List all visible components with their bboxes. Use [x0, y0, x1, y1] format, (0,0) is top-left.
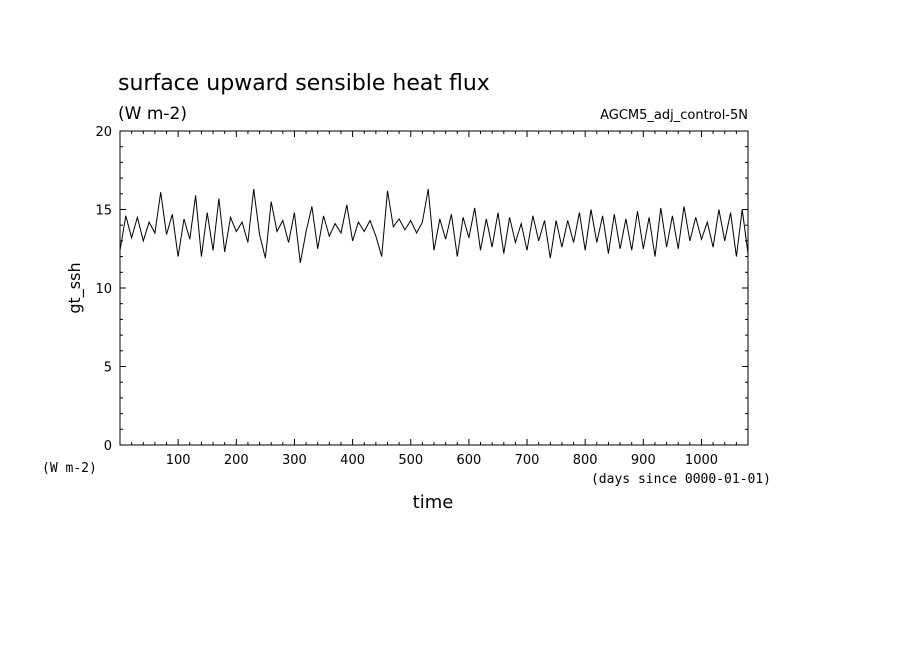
x-tick-label: 200 — [224, 453, 249, 468]
y-tick-label: 15 — [95, 204, 112, 219]
y-tick-label: 5 — [104, 361, 112, 376]
y-tick-label: 0 — [104, 439, 112, 454]
x-tick-label: 800 — [573, 453, 598, 468]
x-tick-label: 500 — [398, 453, 423, 468]
y-axis-unit-note: (W m-2) — [42, 461, 97, 476]
x-tick-label: 700 — [515, 453, 540, 468]
y-tick-label: 10 — [95, 282, 112, 297]
dataset-label: AGCM5_adj_control-5N — [600, 108, 748, 123]
x-tick-label: 400 — [340, 453, 365, 468]
plot-frame — [119, 130, 749, 446]
x-axis-label: time — [413, 492, 454, 513]
x-tick-label: 600 — [456, 453, 481, 468]
y-axis-tick-labels: 0 5 10 15 20 — [95, 125, 112, 454]
x-tick-label: 100 — [166, 453, 191, 468]
y-tick-label: 20 — [95, 125, 112, 140]
chart-units-label: (W m-2) — [118, 104, 187, 124]
x-axis-unit-note: (days since 0000-01-01) — [591, 472, 771, 487]
x-tick-label: 1000 — [685, 453, 718, 468]
plot-area — [119, 130, 749, 446]
x-tick-label: 900 — [631, 453, 656, 468]
y-axis-label: gt_ssh — [65, 262, 85, 313]
x-tick-label: 300 — [282, 453, 307, 468]
chart-title: surface upward sensible heat flux — [118, 71, 490, 96]
axis-ticks — [120, 130, 748, 446]
x-axis-tick-labels: 100 200 300 400 500 600 700 800 900 1000 — [166, 453, 718, 468]
series-line — [119, 189, 749, 263]
